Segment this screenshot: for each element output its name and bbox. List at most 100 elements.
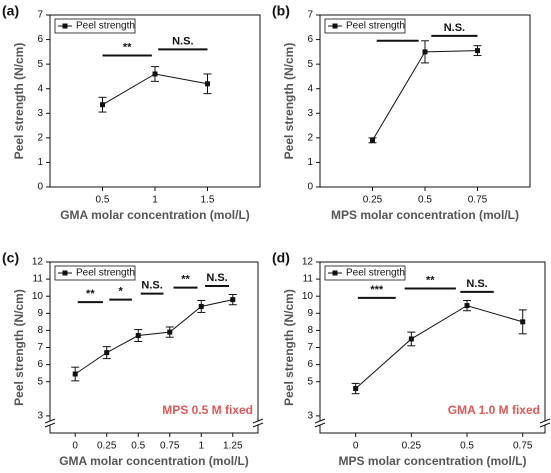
y-tick-label: 9 (37, 308, 43, 319)
y-tick-label: 2 (37, 132, 43, 143)
y-axis-label: Peel strength (N/cm) (12, 289, 26, 406)
x-tick-label: 0.5 (418, 195, 432, 206)
plot-frame (49, 14, 261, 188)
y-axis-label: Peel strength (N/cm) (282, 289, 296, 406)
y-tick-label: 6 (307, 34, 313, 45)
panel-label: (a) (2, 3, 19, 19)
axis-break-gap (540, 421, 550, 425)
axis-break-gap (45, 421, 55, 425)
x-tick-label: 0 (72, 441, 78, 452)
legend: Peel strength (324, 18, 406, 34)
axis-break (252, 418, 264, 424)
significance-label: *** (370, 284, 384, 296)
panel: (b) 0 1 2 3 4 5 6 7 0.25 0.5 0.75 MPS molar concentr… (272, 3, 531, 222)
series-line (355, 305, 523, 389)
legend-label: Peel strength (76, 268, 135, 279)
data-point (104, 350, 110, 356)
data-point (152, 71, 158, 77)
y-tick-label: 2 (307, 132, 313, 143)
data-point (353, 386, 359, 392)
data-point (167, 329, 173, 335)
legend-frame (54, 18, 136, 34)
data-point (408, 336, 414, 342)
significance-label: N.S. (466, 278, 487, 290)
x-tick-label: 0.5 (96, 195, 110, 206)
y-tick-label: 3 (307, 108, 313, 119)
y-tick-label: 11 (303, 274, 314, 285)
axis-break-gap (253, 421, 263, 425)
significance-label: N.S. (141, 280, 162, 292)
significance-label: ** (426, 274, 435, 286)
series-line (74, 299, 233, 375)
x-tick-label: 0.25 (97, 441, 117, 452)
legend-marker (62, 270, 68, 276)
y-tick-label: 7 (37, 342, 43, 353)
x-tick-label: 0.75 (160, 441, 180, 452)
data-point (475, 48, 480, 54)
axis-break-gap (315, 421, 325, 425)
x-tick-label: 1 (198, 441, 204, 452)
data-point (230, 297, 236, 303)
significance-label: N.S. (206, 272, 227, 284)
data-point (370, 137, 375, 143)
y-tick-label: 8 (37, 325, 43, 336)
data-point (72, 371, 78, 377)
y-tick-label: 4 (37, 83, 43, 94)
y-tick-label: 3 (307, 411, 313, 422)
y-tick-label: 7 (307, 342, 313, 353)
significance-label: * (118, 286, 123, 298)
axis-break (44, 418, 56, 424)
x-axis-label: GMA molar concentration (mol/L) (60, 208, 250, 222)
y-axis-label: Peel strength (N/cm) (282, 43, 296, 160)
legend: Peel strength (324, 265, 406, 281)
significance-label: ** (181, 274, 190, 286)
y-tick-label: 0 (37, 182, 43, 193)
legend-marker (62, 23, 68, 29)
legend: Peel strength (54, 18, 136, 34)
axis-break (252, 422, 264, 428)
y-tick-label: 5 (37, 59, 43, 70)
y-tick-label: 7 (307, 10, 313, 21)
panel: (a) 0 1 2 3 4 5 6 7 0.5 1 1.5 GMA molar concentratio… (2, 3, 261, 222)
y-tick-label: 10 (32, 291, 44, 302)
y-tick-label: 8 (307, 325, 313, 336)
y-tick-label: 3 (37, 411, 43, 422)
axis-break (539, 422, 551, 428)
x-tick-label: 0.75 (513, 441, 533, 452)
x-tick-label: 0.75 (468, 195, 488, 206)
x-tick-label: 0.25 (402, 441, 422, 452)
panel-note: GMA 1.0 M fixed (448, 403, 540, 417)
axis-break (314, 418, 326, 424)
significance-label: ** (123, 41, 132, 53)
legend-label: Peel strength (76, 21, 135, 32)
x-tick-label: 1 (152, 195, 158, 206)
data-point (422, 49, 428, 55)
legend-marker (332, 270, 338, 276)
y-tick-label: 3 (37, 108, 43, 119)
data-point (198, 303, 204, 309)
data-point (135, 333, 141, 339)
y-tick-label: 5 (307, 59, 313, 70)
series-line (372, 50, 478, 141)
x-tick-label: 0.25 (363, 195, 383, 206)
y-tick-label: 9 (307, 308, 313, 319)
legend-frame (54, 265, 136, 281)
significance-label: N.S. (172, 35, 193, 47)
x-tick-label: 1.5 (201, 195, 215, 206)
y-tick-label: 11 (33, 274, 44, 285)
y-tick-label: 12 (32, 257, 44, 268)
x-axis-label: GMA molar concentration (mol/L) (59, 454, 249, 468)
panel: (c) 3 5 6 7 8 9 10 11 12 0 0.25 0.5 0.75 1 1.25 GMA mola… (2, 250, 264, 468)
y-tick-label: 12 (302, 257, 314, 268)
panel-label: (b) (272, 3, 290, 19)
data-point (100, 102, 105, 108)
panel-note: MPS 0.5 M fixed (162, 403, 253, 417)
legend-frame (324, 265, 406, 281)
panel-label: (d) (272, 250, 290, 266)
legend-label: Peel strength (346, 21, 405, 32)
y-tick-label: 6 (37, 359, 43, 370)
legend-label: Peel strength (346, 268, 405, 279)
significance-label: N.S. (444, 22, 465, 34)
legend-marker (332, 23, 338, 29)
